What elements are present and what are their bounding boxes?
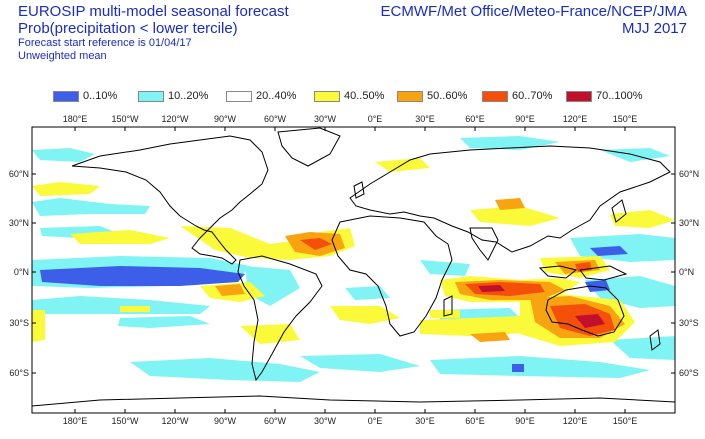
legend-item: 40..50% — [314, 89, 384, 103]
axis-tick-label: 30°S — [9, 318, 29, 328]
legend-item: 70..100% — [566, 89, 642, 103]
map-frame — [31, 126, 676, 414]
legend-label: 0..10% — [83, 90, 118, 102]
axis-tick-label: 60°E — [465, 114, 485, 124]
legend-swatch — [482, 90, 508, 102]
title-block: EUROSIP multi-model seasonal forecast Pr… — [18, 3, 289, 63]
axis-tick-label: 90°E — [515, 416, 535, 426]
axis-tick-label: 120°E — [563, 416, 588, 426]
axis-tick-label: 180°E — [63, 416, 88, 426]
axis-tick-label: 30°N — [9, 218, 29, 228]
axis-tick-label: 150°W — [111, 114, 139, 124]
title-line1: EUROSIP multi-model seasonal forecast — [18, 3, 289, 20]
axis-tick-label: 60°W — [264, 416, 287, 426]
legend-item: 50..60% — [397, 89, 467, 103]
title-line2: Prob(precipitation < lower tercile) — [18, 20, 238, 37]
title-right: ECMWF/Met Office/Meteo-France/NCEP/JMA M… — [381, 3, 687, 37]
legend-swatch — [397, 90, 423, 102]
lat-axis: 60°N 30°N 0°N 30°S 60°S 60°N 30°N 0°N 30°S 60°S — [9, 169, 699, 378]
axis-tick-label: 30°E — [415, 114, 435, 124]
legend-label: 60..70% — [512, 90, 553, 102]
axis-tick-label: 0°E — [368, 114, 383, 124]
axis-tick-label: 30°S — [679, 318, 699, 328]
field-70-100 — [478, 285, 605, 328]
probability-fields — [32, 136, 675, 382]
axis-tick-label: 90°W — [214, 416, 237, 426]
axis-tick-label: 60°S — [679, 368, 699, 378]
legend-item: 20..40% — [226, 89, 296, 103]
axis-tick-label: 0°N — [14, 267, 29, 277]
axis-tick-label: 0°E — [368, 416, 383, 426]
legend-item: 60..70% — [482, 89, 552, 103]
axis-tick-label: 150°E — [613, 114, 638, 124]
axis-tick-label: 30°W — [314, 114, 337, 124]
legend-label: 10..20% — [168, 90, 209, 102]
legend-item: 10..20% — [138, 89, 208, 103]
legend-label: 20..40% — [256, 90, 297, 102]
axis-tick-label: 60°E — [465, 416, 485, 426]
axis-tick-label: 120°W — [161, 416, 189, 426]
centres-label: ECMWF/Met Office/Meteo-France/NCEP/JMA — [380, 3, 687, 20]
legend-swatch — [138, 90, 164, 102]
legend-swatch — [566, 90, 592, 102]
axis-tick-label: 30°E — [415, 416, 435, 426]
axis-tick-label: 60°W — [264, 114, 287, 124]
axis-tick-label: 60°N — [679, 169, 699, 179]
legend: 0..10% 10..20% 20..40% 40..50% 50..60% 6… — [0, 89, 705, 103]
axis-tick-label: 120°E — [563, 114, 588, 124]
legend-swatch — [226, 90, 252, 102]
axis-tick-label: 30°N — [679, 218, 699, 228]
axis-tick-label: 90°E — [515, 114, 535, 124]
field-0-10 — [40, 246, 628, 372]
weighting-note: Unweighted mean — [18, 50, 107, 62]
legend-label: 50..60% — [427, 90, 468, 102]
axis-tick-label: 180°E — [63, 114, 88, 124]
legend-item: 0..10% — [53, 89, 117, 103]
axis-tick-label: 150°W — [111, 416, 139, 426]
forecast-map: 180°E 150°W 120°W 90°W 60°W 30°W 0°E 30°E 60°E 90… — [9, 114, 699, 426]
lon-axis: 180°E 150°W 120°W 90°W 60°W 30°W 0°E 30°E 60°E 90… — [63, 114, 638, 426]
season-label: MJJ 2017 — [621, 20, 687, 37]
legend-swatch — [314, 90, 340, 102]
legend-label: 70..100% — [596, 90, 643, 102]
axis-tick-label: 120°W — [161, 114, 189, 124]
coastlines — [32, 127, 675, 407]
start-reference: Forecast start reference is 01/04/17 — [18, 37, 192, 49]
axis-tick-label: 60°S — [9, 368, 29, 378]
axis-tick-label: 0°N — [679, 267, 694, 277]
axis-tick-label: 150°E — [613, 416, 638, 426]
axis-tick-label: 30°W — [314, 416, 337, 426]
axis-tick-label: 90°W — [214, 114, 237, 124]
legend-label: 40..50% — [344, 90, 385, 102]
axis-tick-label: 60°N — [9, 169, 29, 179]
legend-swatch — [53, 90, 79, 102]
